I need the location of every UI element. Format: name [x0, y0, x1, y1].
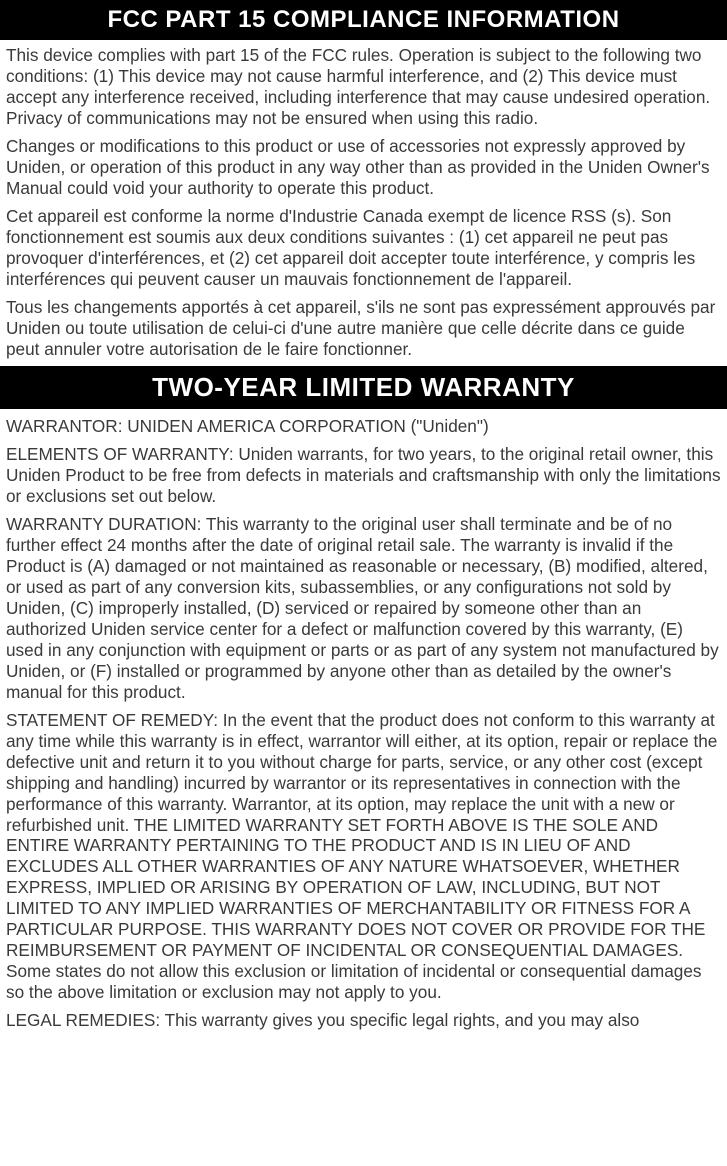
fcc-paragraph-2: Changes or modifications to this product…: [0, 136, 727, 199]
fcc-paragraph-4: Tous les changements apportés à cet appa…: [0, 297, 727, 360]
fcc-paragraph-3: Cet appareil est conforme la norme d'Ind…: [0, 206, 727, 290]
warranty-paragraph-1: WARRANTOR: UNIDEN AMERICA CORPORATION ("…: [0, 416, 727, 437]
warranty-paragraph-3: WARRANTY DURATION: This warranty to the …: [0, 514, 727, 703]
fcc-paragraph-1: This device complies with part 15 of the…: [0, 45, 727, 129]
warranty-header: TWO-YEAR LIMITED WARRANTY: [0, 366, 727, 409]
warranty-paragraph-4: STATEMENT OF REMEDY: In the event that t…: [0, 710, 727, 1004]
warranty-paragraph-2: ELEMENTS OF WARRANTY: Uniden warrants, f…: [0, 444, 727, 507]
warranty-paragraph-5: LEGAL REMEDIES: This warranty gives you …: [0, 1010, 727, 1031]
fcc-header: FCC PART 15 COMPLIANCE INFORMATION: [0, 0, 727, 40]
